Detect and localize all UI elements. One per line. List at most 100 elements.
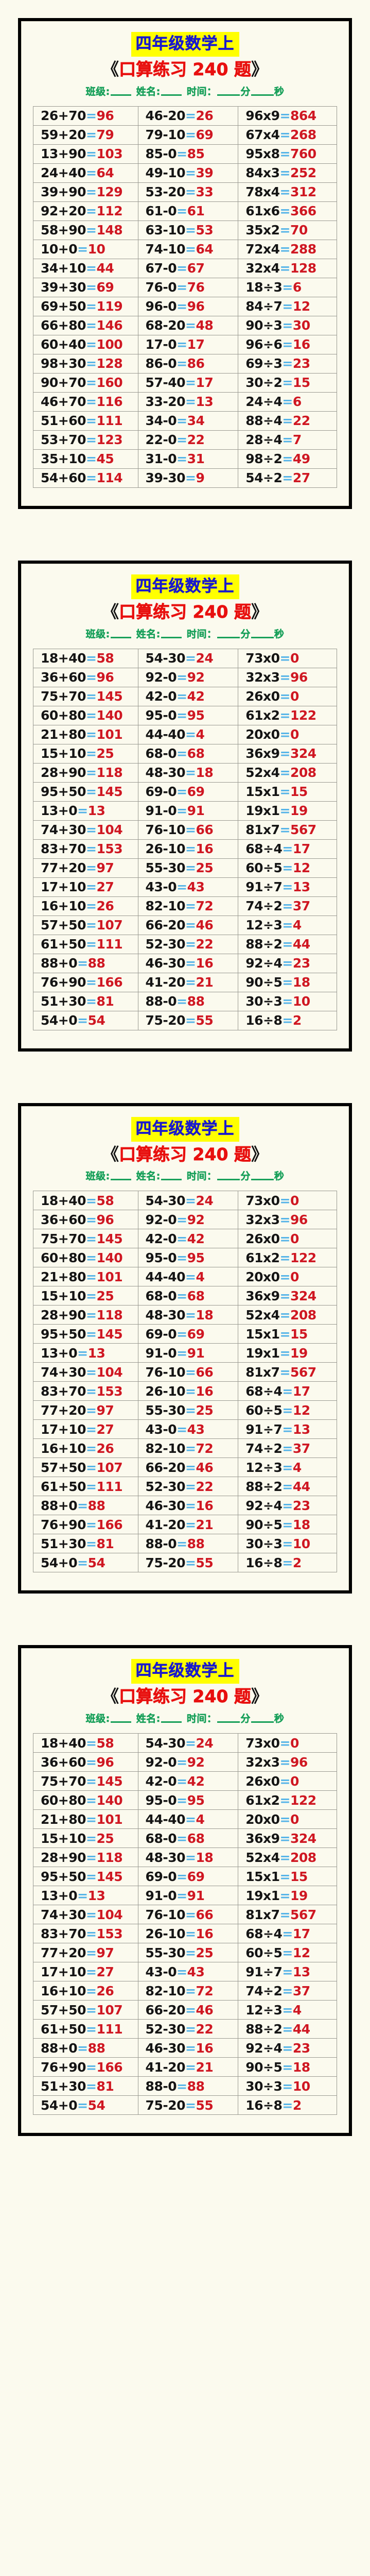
problem-cell: 75+70=145 [33, 1229, 138, 1249]
problem-expression: 61-0 [145, 204, 177, 219]
problem-expression: 42-0 [145, 1231, 177, 1246]
problem-expression: 73x0 [245, 1735, 280, 1751]
problem-cell: 96÷6=16 [238, 334, 337, 354]
problem-answer: 10 [292, 994, 310, 1009]
equals-sign: = [77, 956, 88, 971]
equals-sign: = [279, 1850, 291, 1865]
problem-cell: 17+10=27 [33, 877, 138, 897]
equals-sign: = [86, 470, 97, 486]
problem-answer: 567 [290, 1364, 316, 1380]
equals-sign: = [279, 708, 291, 723]
problem-answer: 69 [187, 784, 205, 800]
name-blank[interactable] [161, 636, 182, 638]
problem-cell: 15+10=25 [33, 1828, 138, 1849]
problem-row: 74+30=104 76-10=66 81x7=567 [33, 820, 337, 840]
seconds-blank[interactable] [251, 636, 274, 638]
problem-cell: 61x2=122 [238, 1248, 337, 1268]
problem-expression: 15+10 [41, 1831, 86, 1846]
problem-expression: 21+80 [41, 727, 86, 742]
problem-row: 75+70=145 42-0=42 26x0=0 [33, 686, 337, 706]
name-blank[interactable] [161, 94, 182, 96]
problem-row: 28+90=118 48-30=18 52x4=208 [33, 1848, 337, 1868]
problem-answer: 54 [87, 1013, 105, 1028]
minutes-blank[interactable] [217, 1721, 240, 1723]
problem-answer: 42 [187, 1773, 205, 1789]
equals-sign: = [282, 280, 293, 295]
seconds-blank[interactable] [251, 1721, 274, 1723]
problem-answer: 43 [187, 1421, 205, 1437]
class-blank[interactable] [110, 636, 131, 638]
problem-expression: 31-0 [145, 451, 177, 467]
equals-sign: = [279, 1364, 291, 1380]
problem-expression: 91-0 [145, 803, 177, 819]
problem-answer: 16 [196, 956, 214, 971]
equals-sign: = [86, 1517, 97, 1532]
problem-cell: 16÷8=2 [238, 2095, 337, 2115]
problem-expression: 92÷4 [245, 956, 283, 971]
problem-expression: 36+60 [41, 1754, 86, 1770]
problem-cell: 18÷3=6 [238, 277, 337, 297]
book-title-close-bracket: 》 [251, 59, 268, 79]
problem-expression: 55-30 [145, 860, 186, 876]
minutes-blank[interactable] [217, 1179, 240, 1181]
equals-sign: = [279, 1193, 291, 1208]
book-title: 《口算练习 240 题》 [33, 1686, 337, 1708]
problem-expression: 82-10 [145, 1983, 186, 1998]
class-blank[interactable] [110, 94, 131, 96]
problem-answer: 72 [196, 1983, 214, 1998]
name-blank[interactable] [161, 1721, 182, 1723]
problem-cell: 74+30=104 [33, 1362, 138, 1382]
problem-answer: 26 [196, 108, 214, 124]
class-blank[interactable] [110, 1721, 131, 1723]
seconds-blank[interactable] [251, 1179, 274, 1181]
equals-sign: = [77, 1888, 88, 1903]
equals-sign: = [282, 1460, 293, 1475]
problem-expression: 44-40 [145, 727, 186, 742]
equals-sign: = [177, 784, 187, 800]
problem-cell: 21+80=101 [33, 724, 138, 744]
problem-row: 83+70=153 26-10=16 68÷4=17 [33, 1381, 337, 1401]
problem-answer: 153 [96, 1383, 123, 1399]
equals-sign: = [282, 356, 293, 371]
problem-cell: 69-0=69 [137, 782, 239, 802]
problem-answer: 111 [96, 937, 123, 952]
problem-answer: 4 [196, 727, 205, 742]
problem-answer: 61 [187, 204, 205, 219]
equals-sign: = [177, 689, 187, 704]
problem-answer: 88 [87, 1498, 105, 1513]
problem-cell: 48-30=18 [137, 1305, 239, 1325]
problem-cell: 95-0=95 [137, 1790, 239, 1810]
equals-sign: = [185, 375, 196, 391]
book-title-open-bracket: 《 [102, 601, 119, 622]
problem-expression: 81x7 [245, 822, 280, 838]
problem-answer: 567 [290, 822, 316, 838]
problem-cell: 26-10=16 [137, 839, 239, 859]
problem-cell: 76-10=66 [137, 820, 239, 840]
problem-cell: 98+30=128 [33, 353, 138, 374]
equals-sign: = [279, 1888, 291, 1903]
equals-sign: = [185, 1364, 196, 1380]
minutes-blank[interactable] [217, 636, 240, 638]
problem-answer: 0 [290, 727, 299, 742]
problem-row: 17+10=27 43-0=43 91÷7=13 [33, 877, 337, 897]
minutes-blank[interactable] [217, 94, 240, 96]
problem-answer: 148 [96, 223, 123, 238]
problem-cell: 92+20=112 [33, 201, 138, 221]
book-title-close-bracket: 》 [251, 1144, 268, 1164]
problem-cell: 36x9=324 [238, 1828, 337, 1849]
problem-cell: 15+10=25 [33, 743, 138, 764]
name-blank[interactable] [161, 1179, 182, 1181]
problem-answer: 18 [196, 1850, 214, 1865]
problem-answer: 45 [96, 451, 114, 467]
problem-answer: 39 [196, 165, 214, 181]
equals-sign: = [86, 108, 97, 124]
grade-title-wrap: 四年级数学上 [33, 1659, 337, 1684]
problem-expression: 35x2 [245, 223, 280, 238]
seconds-blank[interactable] [251, 94, 274, 96]
equals-sign: = [185, 127, 196, 143]
problem-answer: 6 [292, 394, 302, 410]
class-blank[interactable] [110, 1179, 131, 1181]
page-inner-frame: 四年级数学上 《口算练习 240 题》 班级: 姓名: 时间：分秒 18+40=58… [21, 1648, 349, 2133]
problem-cell: 12÷3=4 [238, 915, 337, 935]
problem-cell: 18+40=58 [33, 1733, 138, 1753]
